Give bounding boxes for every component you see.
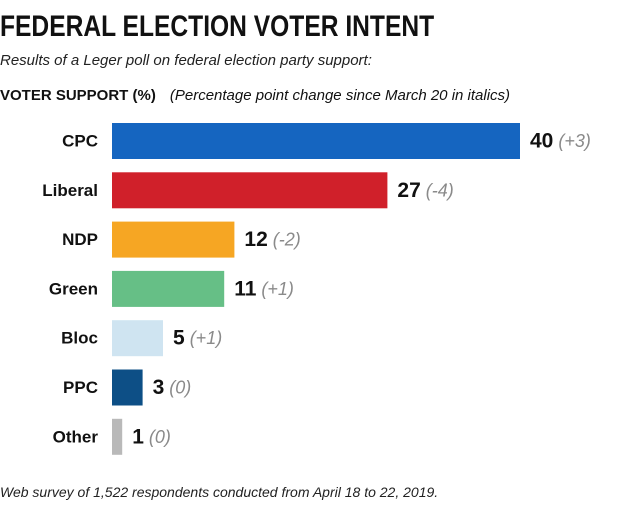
footer-note: Web survey of 1,522 respondents conducte…	[0, 484, 439, 500]
category-label-other: Other	[53, 427, 99, 446]
change-label-liberal: (-4)	[426, 180, 454, 200]
section-header: VOTER SUPPORT (%) (Percentage point chang…	[0, 87, 510, 104]
value-label-other: 1	[132, 425, 144, 448]
bar-ndp	[112, 221, 235, 258]
bar-other	[112, 418, 123, 455]
value-label-ppc: 3	[153, 376, 165, 399]
category-label-green: Green	[49, 279, 98, 298]
section-label: VOTER SUPPORT (%)	[0, 87, 156, 104]
value-label-bloc: 5	[173, 327, 185, 350]
chart-subtitle: Results of a Leger poll on federal elect…	[0, 52, 372, 69]
bar-liberal	[112, 172, 388, 209]
category-label-bloc: Bloc	[61, 329, 98, 348]
category-label-cpc: CPC	[62, 132, 98, 151]
bar-bloc	[112, 320, 163, 357]
chart-title: FEDERAL ELECTION VOTER INTENT	[0, 10, 435, 43]
change-label-bloc: (+1)	[190, 328, 223, 348]
category-label-ndp: NDP	[62, 230, 98, 249]
value-label-green: 11	[234, 277, 257, 300]
bar-green	[112, 270, 225, 307]
value-label-ndp: 12	[244, 228, 267, 251]
category-label-ppc: PPC	[63, 378, 98, 397]
change-label-other: (0)	[149, 427, 171, 447]
change-label-cpc: (+3)	[558, 131, 591, 151]
category-label-liberal: Liberal	[42, 181, 98, 200]
change-label-ndp: (-2)	[273, 230, 301, 250]
change-label-ppc: (0)	[169, 378, 191, 398]
value-label-liberal: 27	[397, 179, 420, 202]
section-note: (Percentage point change since March 20 …	[169, 87, 511, 104]
value-label-cpc: 40	[530, 130, 553, 153]
change-label-green: (+1)	[261, 279, 294, 299]
bar-ppc	[112, 369, 143, 406]
bar-cpc	[112, 123, 520, 159]
